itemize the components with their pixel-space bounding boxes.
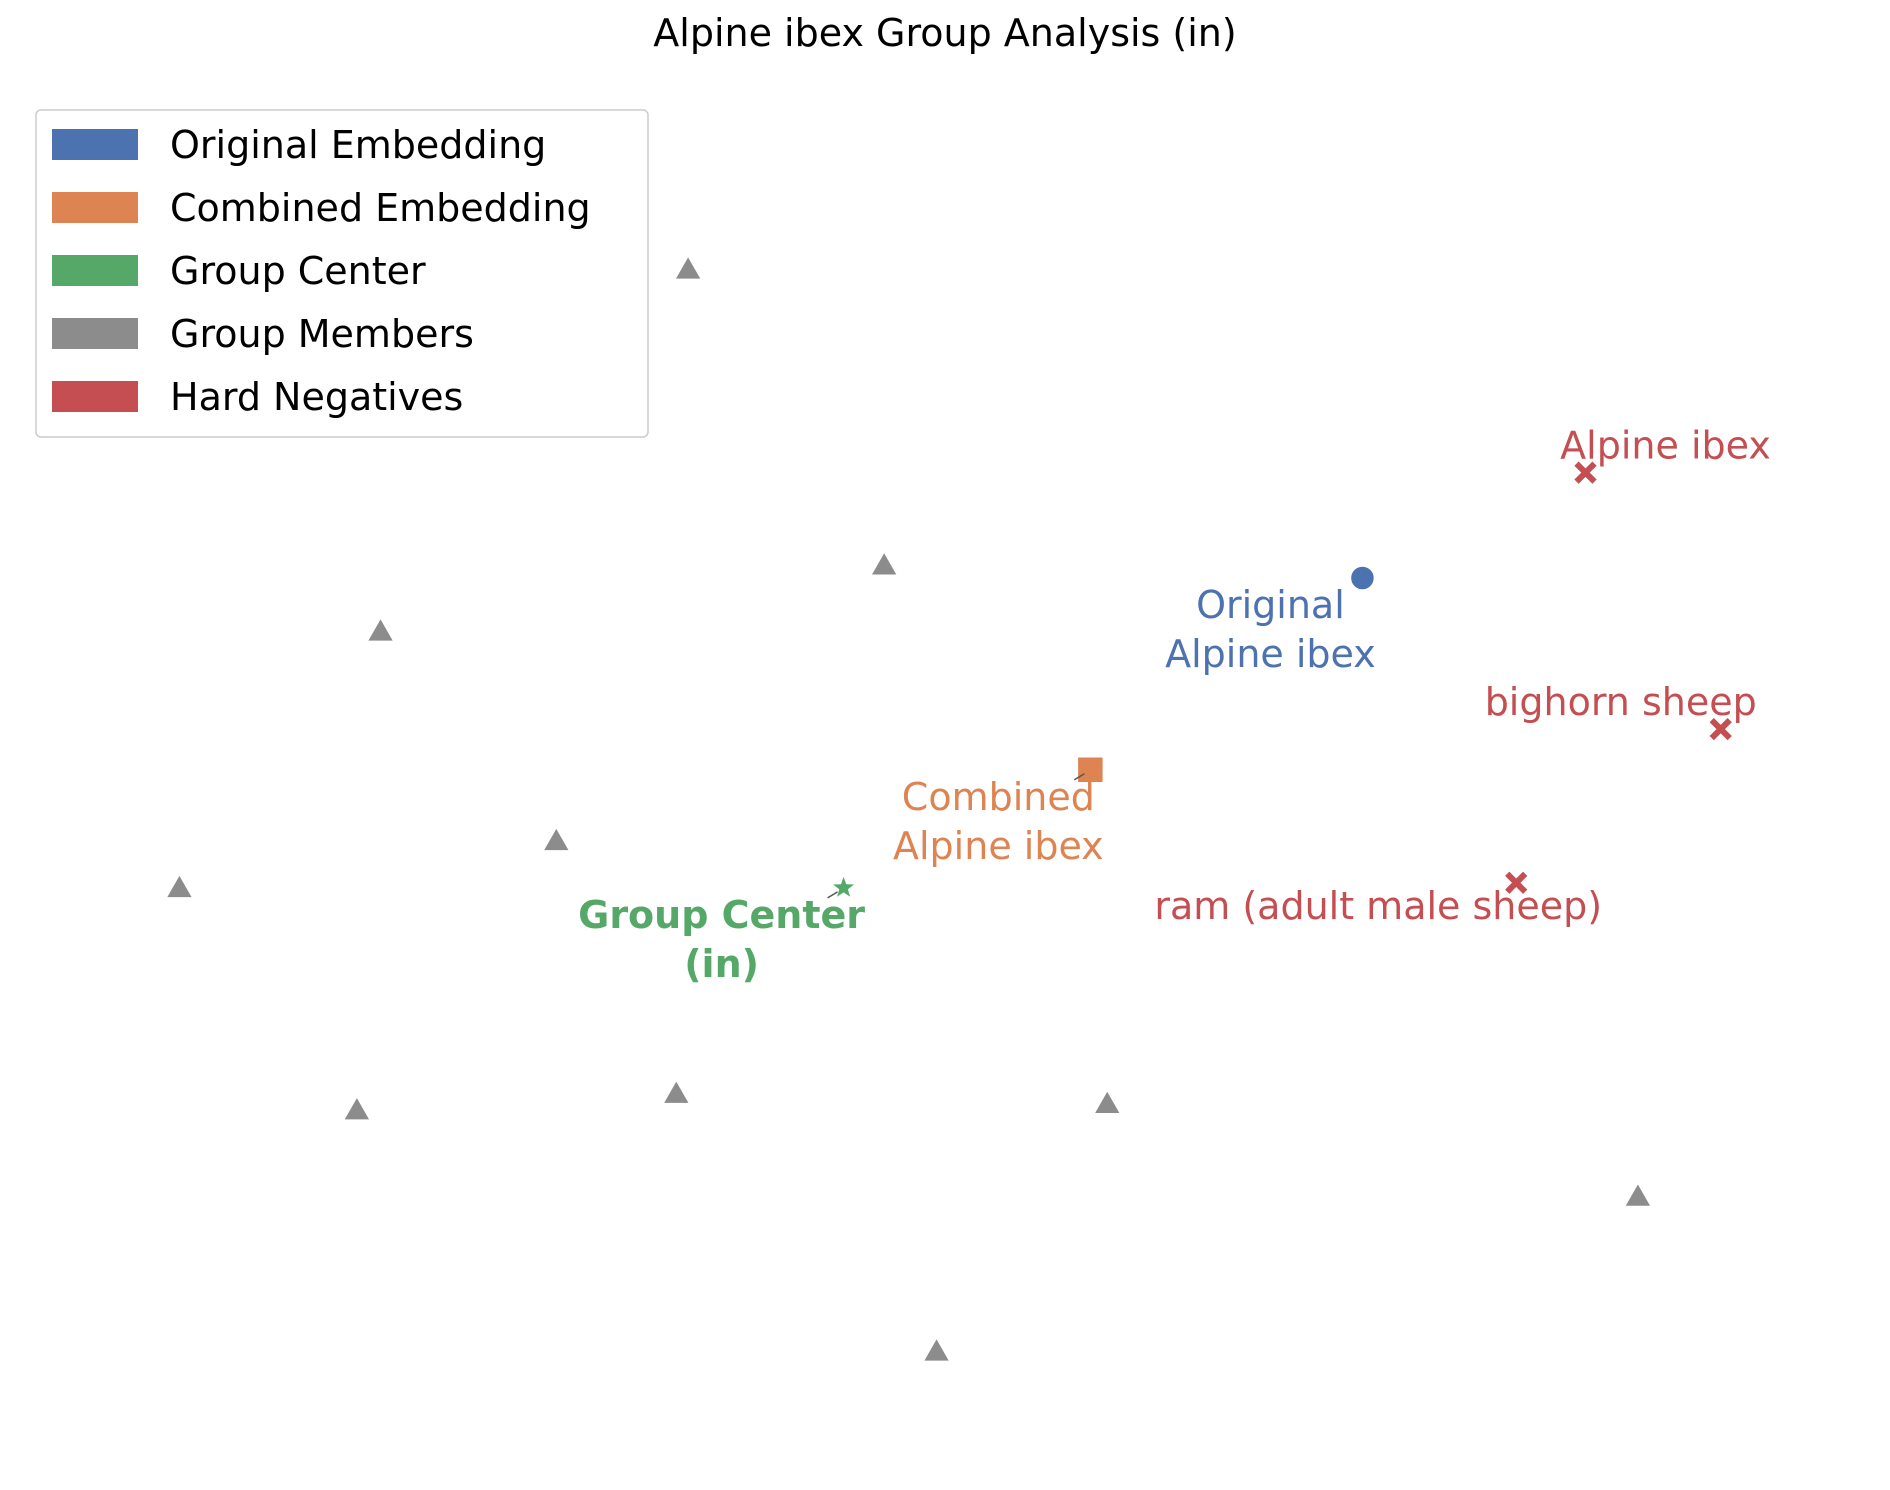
legend: Original Embedding Combined Embedding Grou… <box>35 109 649 438</box>
hard-negatives-label-line-0-0: Alpine ibex <box>1560 424 1771 468</box>
group-center-leader-0 <box>827 891 838 899</box>
combined-embedding-label-line-0-1: Alpine ibex <box>893 824 1104 868</box>
original-embedding-label-0: Original Alpine ibex <box>1165 583 1376 676</box>
hard-negatives-label-line-2-0: ram (adult male sheep) <box>1154 884 1602 928</box>
group-center-label-0: Group Center (in) <box>578 893 865 986</box>
group-members-point-1 <box>870 551 899 576</box>
group-members-point-2 <box>366 617 395 642</box>
legend-swatch-group-center <box>52 255 138 286</box>
legend-label-original-embedding: Original Embedding <box>170 123 546 167</box>
group-members-point-0 <box>674 255 702 280</box>
legend-label-hard-negatives: Hard Negatives <box>170 375 463 419</box>
combined-embedding-leader-0 <box>1073 773 1085 781</box>
original-embedding-label-line-0-1: Alpine ibex <box>1165 632 1376 676</box>
original-embedding-label-line-0-0: Original <box>1196 583 1345 627</box>
hard-negatives-label-1: bighorn sheep <box>1485 680 1757 724</box>
original-embedding-point-0 <box>1349 565 1376 591</box>
group-members-point-8 <box>1624 1182 1652 1207</box>
legend-frame <box>35 109 649 438</box>
group-center-point-0 <box>833 876 855 897</box>
legend-swatch-hard-negatives <box>52 381 138 412</box>
plot-area: Alpine ibex bighorn sheep ram (adult male … <box>165 255 1771 1362</box>
group-members-point-9 <box>922 1337 951 1362</box>
hard-negatives-point-1 <box>1709 717 1732 741</box>
group-members-point-3 <box>542 826 571 852</box>
legend-label-group-members: Group Members <box>170 312 474 356</box>
chart-title: Alpine ibex Group Analysis (in) <box>653 11 1236 55</box>
combined-embedding-point-0 <box>1076 756 1105 784</box>
group-center-label-line-0-0: Group Center <box>578 893 865 937</box>
hard-negatives-label-2: ram (adult male sheep) <box>1154 884 1602 928</box>
combined-embedding-label-0: Combined Alpine ibex <box>893 775 1104 868</box>
group-members-point-6 <box>662 1079 691 1104</box>
legend-label-combined-embedding: Combined Embedding <box>170 186 591 230</box>
hard-negatives-point-0 <box>1574 461 1597 484</box>
group-members-point-4 <box>165 873 194 899</box>
hard-negatives-label-0: Alpine ibex <box>1560 424 1771 468</box>
combined-embedding-label-line-0-0: Combined <box>902 775 1095 819</box>
hard-negatives-point-2 <box>1505 871 1528 894</box>
group-center-label-line-0-1: (in) <box>684 942 759 986</box>
group-members-point-7 <box>1093 1089 1122 1115</box>
hard-negatives-label-line-1-0: bighorn sheep <box>1485 680 1757 724</box>
legend-label-group-center: Group Center <box>170 249 426 293</box>
group-members-point-5 <box>343 1096 371 1121</box>
legend-swatch-original-embedding <box>52 129 138 160</box>
legend-swatch-group-members <box>52 318 138 349</box>
legend-swatch-combined-embedding <box>52 192 138 223</box>
